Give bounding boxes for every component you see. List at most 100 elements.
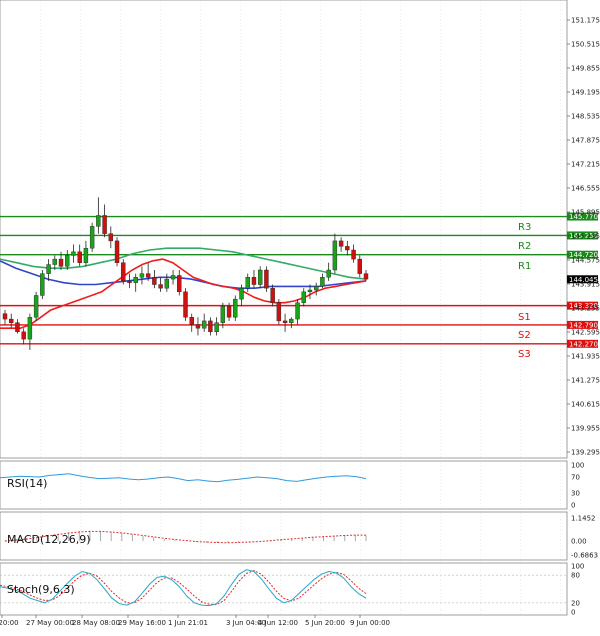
candle-body: [2, 313, 8, 320]
y-tick-label-4: 148.535: [571, 113, 600, 121]
x-tick-label-3: 29 May 16:00: [118, 619, 166, 627]
candle-body: [170, 275, 176, 280]
level-label-r3: R3: [518, 222, 531, 233]
candle-body: [71, 251, 76, 256]
y-tick-label-14: 141.935: [571, 353, 600, 361]
candle-body: [338, 240, 344, 247]
rsi-y-tick-0: 100: [571, 462, 584, 470]
candle-body: [220, 306, 226, 323]
candle-body: [282, 320, 288, 323]
stoch-y-tick-3: 0: [571, 609, 575, 617]
x-tick-label-6: 4 Jun 12:00: [258, 619, 298, 627]
candle-body: [152, 277, 157, 285]
current-price-label: 144.045: [569, 276, 598, 284]
rsi-y-tick-1: 70: [571, 474, 580, 482]
y-tick-label-2: 149.855: [571, 65, 600, 73]
y-tick-label-10: 144.575: [571, 257, 600, 265]
candle-body: [214, 322, 219, 333]
stoch-main-line: [0, 569, 367, 607]
level-badge-s1: [567, 301, 598, 310]
rsi-plot-area: [0, 460, 568, 510]
candle-body: [314, 286, 319, 291]
stoch-label: Stoch(9,6,3): [7, 583, 75, 596]
level-badge-label-r2: 145.250: [569, 232, 598, 240]
candle-body: [332, 240, 338, 271]
macd-plot-area: [0, 511, 568, 561]
macd-panel: 1.1452 0.00 -0.6863 MACD(12,26,9): [0, 511, 598, 561]
candle-body: [96, 215, 101, 227]
candle-body: [139, 273, 145, 278]
candle-body: [121, 262, 126, 282]
candle-body: [351, 249, 356, 260]
level-badge-label-r3: 145.770: [569, 213, 598, 221]
macd-y-tick-0: 1.1452: [571, 515, 596, 523]
level-label-s2: S2: [518, 330, 531, 341]
y-tick-label-1: 150.515: [571, 41, 600, 49]
level-badge-r1: [567, 250, 598, 259]
candle-body: [345, 246, 350, 251]
candle-body: [77, 251, 82, 263]
candle-body: [164, 278, 170, 289]
x-tick-label-1: 27 May 00:00: [26, 619, 74, 627]
candle-body: [33, 295, 39, 318]
y-tick-label-3: 149.195: [571, 89, 600, 97]
y-tick-label-5: 147.875: [571, 137, 600, 145]
candle-body: [58, 258, 64, 267]
level-badge-s2: [567, 320, 598, 329]
x-tick-label-4: 1 Jun 21:01: [168, 619, 208, 627]
candle-body: [320, 277, 325, 287]
candle-body: [177, 275, 182, 293]
x-tick-label-5: 3 Jun 04:00: [226, 619, 266, 627]
level-badge-label-s3: 142.270: [569, 340, 598, 348]
candle-body: [201, 320, 207, 329]
rsi-panel: 100 70 30 0 RSI(14): [0, 460, 584, 510]
y-tick-label-8: 145.895: [571, 209, 600, 217]
candle-body: [65, 255, 70, 267]
candle-body: [102, 215, 107, 234]
x-tick-label-2: 28 May 08:00: [72, 619, 120, 627]
rsi-y-tick-3: 0: [571, 502, 575, 510]
candle-body: [257, 269, 263, 285]
stoch-signal-line: [0, 570, 367, 606]
macd-signal-line: [4, 530, 366, 544]
stoch-y-tick-0: 100: [571, 563, 584, 571]
rsi-line: [0, 473, 367, 483]
level-badge-label-r1: 144.720: [569, 251, 598, 259]
level-badge-s3: [567, 339, 598, 348]
candle-body: [89, 226, 95, 249]
stoch-y-tick-2: 20: [571, 599, 580, 607]
candle-body: [183, 291, 188, 318]
candle-body: [289, 318, 294, 323]
candle-body: [357, 258, 362, 274]
level-badge-r3: [567, 212, 598, 221]
x-tick-label-7: 5 Jun 20:00: [305, 619, 345, 627]
candle-body: [326, 269, 331, 278]
level-label-r2: R2: [518, 241, 531, 252]
y-tick-label-7: 146.555: [571, 185, 600, 193]
candle-body: [251, 277, 257, 285]
level-label-s1: S1: [518, 312, 531, 323]
candle-body: [52, 258, 57, 265]
level-label-s3: S3: [518, 349, 531, 360]
y-tick-label-18: 139.295: [571, 449, 600, 457]
y-tick-label-0: 151.175: [571, 17, 600, 25]
y-tick-label-15: 141.275: [571, 377, 600, 385]
y-tick-label-6: 147.215: [571, 161, 600, 169]
candle-body: [195, 324, 201, 329]
candle-body: [114, 240, 120, 263]
candle-body: [15, 322, 20, 333]
candle-body: [301, 291, 306, 303]
stoch-y-tick-1: 80: [571, 572, 580, 580]
candle-body: [295, 302, 300, 320]
main-panel: 145.770 145.250 144.720 143.320 142.790 142.2…: [0, 0, 600, 459]
stoch-plot-area: [0, 562, 568, 616]
candle-body: [239, 287, 244, 300]
candle-body: [233, 298, 238, 318]
level-badge-r2: [567, 231, 598, 240]
candle-body: [189, 317, 194, 325]
candle-body: [9, 318, 14, 323]
candle-body: [245, 277, 250, 289]
ma-blue-line: [0, 260, 367, 290]
